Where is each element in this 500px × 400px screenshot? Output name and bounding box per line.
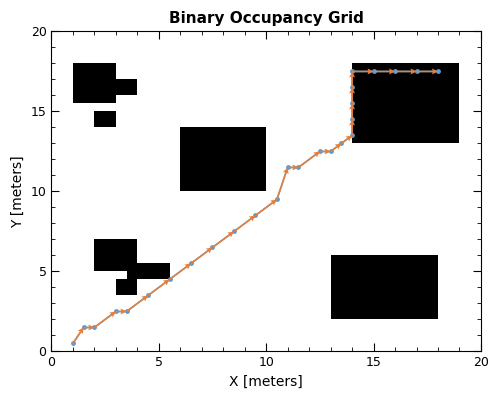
Title: Binary Occupancy Grid: Binary Occupancy Grid	[168, 11, 364, 26]
X-axis label: X [meters]: X [meters]	[230, 375, 303, 389]
Bar	[330, 256, 438, 320]
Bar	[94, 240, 138, 272]
Y-axis label: Y [meters]: Y [meters]	[11, 155, 25, 228]
Bar	[352, 64, 460, 144]
Bar	[94, 112, 116, 128]
Bar	[180, 128, 266, 192]
Bar	[105, 80, 138, 96]
Bar	[116, 280, 138, 296]
Bar	[126, 264, 170, 280]
Bar	[73, 64, 116, 104]
